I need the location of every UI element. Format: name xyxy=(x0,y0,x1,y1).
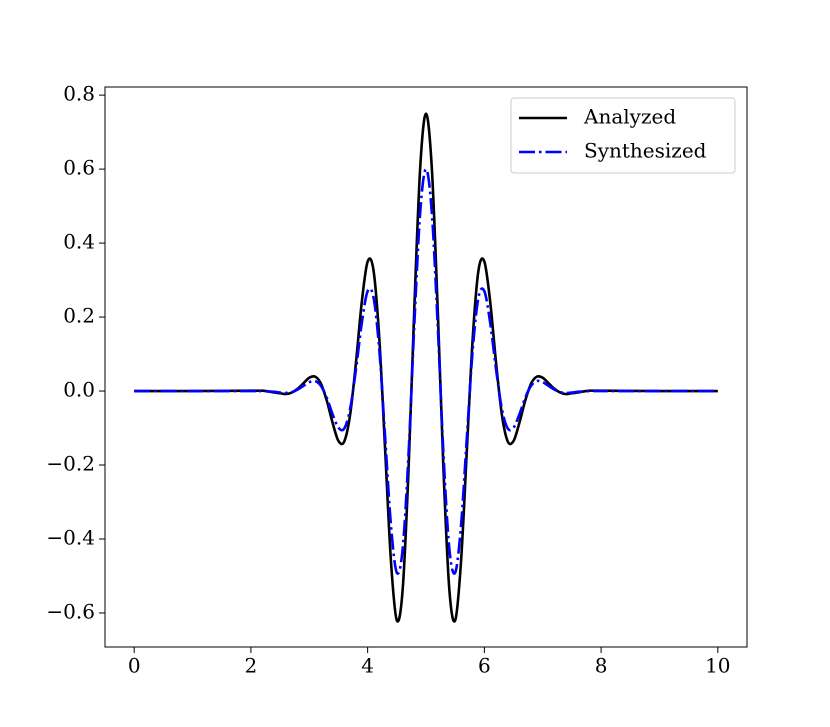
line-series xyxy=(134,167,718,575)
y-tick-label: 0.8 xyxy=(63,82,95,106)
y-tick-label: 0.0 xyxy=(63,378,95,402)
x-tick-label: 8 xyxy=(595,654,608,678)
x-tick-label: 0 xyxy=(128,654,141,678)
x-tick-label: 2 xyxy=(245,654,258,678)
y-tick-label: 0.4 xyxy=(63,230,95,254)
x-tick-label: 4 xyxy=(361,654,374,678)
legend-label: Analyzed xyxy=(583,105,676,129)
legend-label: Synthesized xyxy=(584,139,707,163)
y-tick-label: −0.2 xyxy=(46,452,95,476)
x-tick-label: 6 xyxy=(478,654,491,678)
y-tick-label: −0.6 xyxy=(46,599,95,623)
y-tick-label: −0.4 xyxy=(46,525,95,549)
y-tick-label: 0.6 xyxy=(63,156,95,180)
y-tick-label: 0.2 xyxy=(63,304,95,328)
x-tick-label: 10 xyxy=(705,654,730,678)
legend: Analyzed Synthesized xyxy=(510,97,736,174)
plot-frame xyxy=(104,86,748,648)
line-series xyxy=(134,112,718,623)
